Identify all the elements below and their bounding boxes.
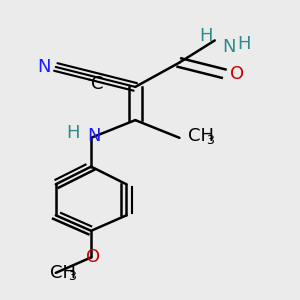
Text: N: N — [37, 58, 51, 76]
Text: 3: 3 — [206, 134, 214, 147]
Text: O: O — [85, 248, 100, 266]
Text: H: H — [67, 124, 80, 142]
Text: CH: CH — [188, 127, 214, 145]
Text: N: N — [223, 38, 236, 56]
Text: CH: CH — [50, 264, 76, 282]
Text: O: O — [230, 64, 244, 82]
Text: 3: 3 — [68, 270, 76, 283]
Text: H: H — [238, 35, 251, 53]
Text: C: C — [91, 75, 103, 93]
Text: H: H — [199, 27, 213, 45]
Text: N: N — [87, 127, 101, 145]
